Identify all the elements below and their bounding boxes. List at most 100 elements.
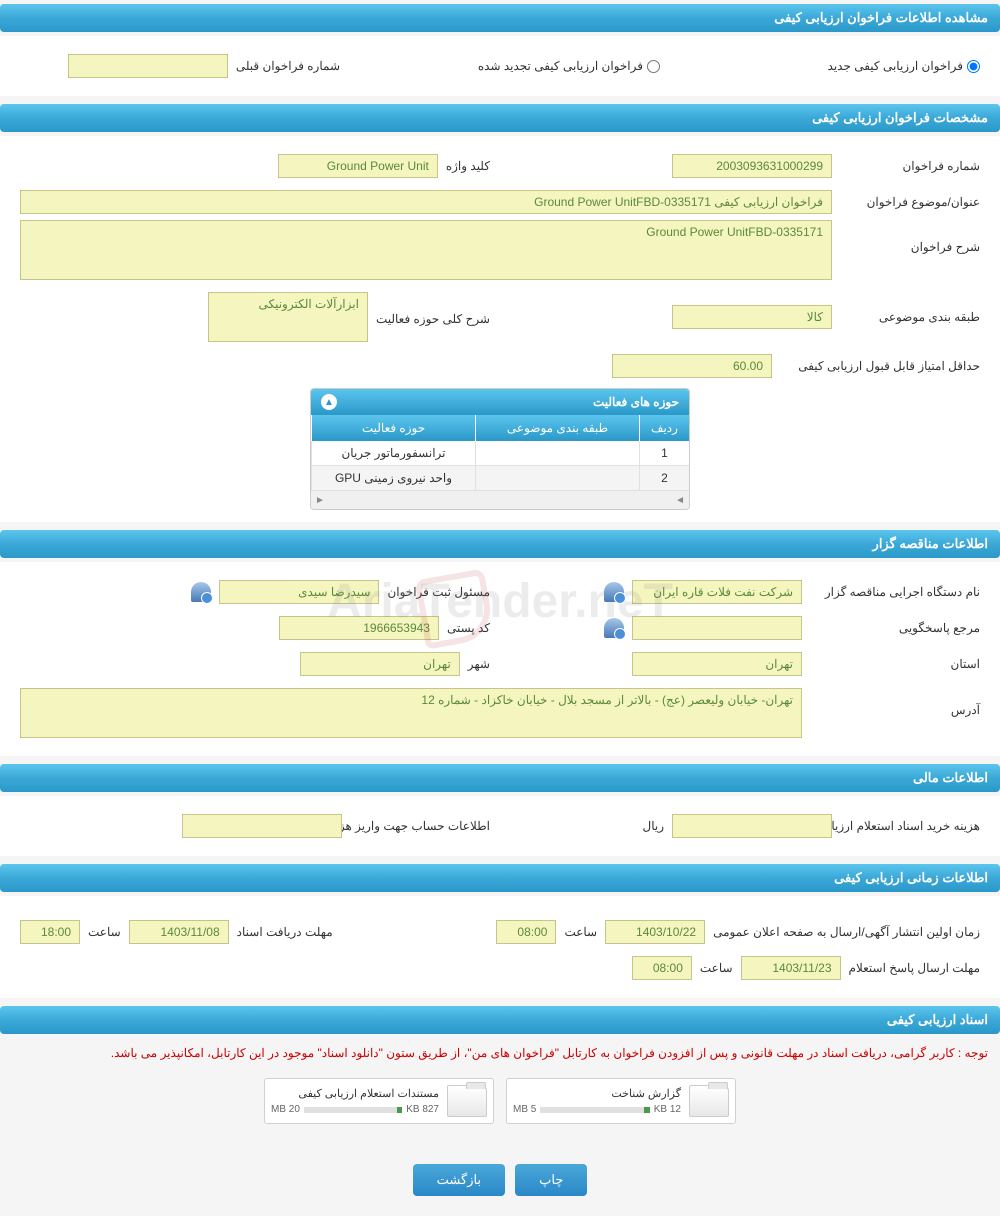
keyword-label: کلید واژه bbox=[446, 159, 490, 173]
print-button[interactable]: چاپ bbox=[515, 1164, 587, 1196]
deadline-time-label: ساعت bbox=[88, 925, 121, 939]
back-button[interactable]: بازگشت bbox=[413, 1164, 505, 1196]
province-label: استان bbox=[810, 657, 980, 671]
cost-label: هزینه خرید اسناد استعلام ارزیابی کیفی bbox=[840, 819, 980, 833]
scope-desc-label: شرح کلی حوزه فعالیت bbox=[376, 292, 490, 326]
file-progress bbox=[540, 1107, 649, 1113]
row-number: 1 bbox=[639, 441, 689, 465]
file-title: مستندات استعلام ارزیابی کیفی bbox=[271, 1087, 439, 1100]
section-body-timing: زمان اولین انتشار آگهی/ارسال به صفحه اعل… bbox=[0, 896, 1000, 998]
category-field: کالا bbox=[672, 305, 832, 329]
section-header-spec: مشخصات فراخوان ارزیابی کیفی bbox=[0, 104, 1000, 132]
activity-table-title: حوزه های فعالیت bbox=[593, 395, 679, 409]
row-category bbox=[475, 466, 639, 490]
file-total: 20 MB bbox=[271, 1104, 300, 1115]
cost-unit: ریال bbox=[642, 819, 664, 833]
registrar-field: سیدرضا سیدی bbox=[219, 580, 379, 604]
deadline-label: مهلت دریافت اسناد bbox=[237, 925, 333, 939]
publish-time-field: 08:00 bbox=[496, 920, 556, 944]
file-card[interactable]: مستندات استعلام ارزیابی کیفی 827 KB 20 MB bbox=[264, 1078, 494, 1124]
scope-desc-field: ابزارآلات الکترونیکی bbox=[208, 292, 368, 342]
prev-number-field bbox=[68, 54, 228, 78]
response-time-field: 08:00 bbox=[632, 956, 692, 980]
publish-time-label: ساعت bbox=[564, 925, 597, 939]
scroll-right-icon[interactable]: ► bbox=[315, 495, 325, 506]
response-label: مهلت ارسال پاسخ استعلام bbox=[849, 961, 980, 975]
address-label: آدرس bbox=[810, 688, 980, 717]
account-field bbox=[182, 814, 342, 838]
subject-label: عنوان/موضوع فراخوان bbox=[840, 195, 980, 209]
response-time-label: ساعت bbox=[700, 961, 733, 975]
desc-label: شرح فراخوان bbox=[840, 220, 980, 254]
row-activity: واحد نیروی زمینی GPU bbox=[311, 466, 475, 490]
deadline-time-field: 18:00 bbox=[20, 920, 80, 944]
section-body-financial: هزینه خرید اسناد استعلام ارزیابی کیفی ری… bbox=[0, 796, 1000, 856]
min-score-label: حداقل امتیاز قابل قبول ارزیابی کیفی bbox=[780, 359, 980, 373]
postal-field: 1966653943 bbox=[279, 616, 439, 640]
col-row-header: ردیف bbox=[639, 415, 689, 441]
address-field: تهران- خیابان ولیعصر (عج) - بالاتر از مس… bbox=[20, 688, 802, 738]
notice-text: توجه : کاربر گرامی، دریافت اسناد در مهلت… bbox=[0, 1038, 1000, 1068]
user-icon[interactable] bbox=[191, 582, 211, 602]
registrar-label: مسئول ثبت فراخوان bbox=[387, 585, 490, 599]
section-body-tender: AriaTender.neT نام دستگاه اجرایی مناقصه … bbox=[0, 562, 1000, 756]
row-number: 2 bbox=[639, 466, 689, 490]
response-date-field: 1403/11/23 bbox=[741, 956, 841, 980]
publish-date-field: 1403/10/22 bbox=[605, 920, 705, 944]
folder-icon bbox=[447, 1085, 487, 1117]
responsible-label: مرجع پاسخگویی bbox=[810, 621, 980, 635]
activity-scrollbar[interactable]: ◄ ► bbox=[311, 491, 689, 509]
org-field: شرکت نفت فلات قاره ایران bbox=[632, 580, 802, 604]
file-size: 827 KB bbox=[406, 1104, 439, 1115]
section-header-tender: اطلاعات مناقصه گزار bbox=[0, 530, 1000, 558]
org-label: نام دستگاه اجرایی مناقصه گزار bbox=[810, 585, 980, 599]
call-number-field: 2003093631000299 bbox=[672, 154, 832, 178]
file-cards-container: گزارش شناخت 12 KB 5 MB مستندات استعلام ارزی… bbox=[0, 1068, 1000, 1154]
radio-renewed-input[interactable] bbox=[647, 60, 660, 73]
file-card[interactable]: گزارش شناخت 12 KB 5 MB bbox=[506, 1078, 736, 1124]
city-field: تهران bbox=[300, 652, 460, 676]
row-category bbox=[475, 441, 639, 465]
user-icon[interactable] bbox=[604, 582, 624, 602]
col-activity-header: حوزه فعالیت bbox=[311, 415, 475, 441]
keyword-field: Ground Power Unit bbox=[278, 154, 438, 178]
file-size: 12 KB bbox=[654, 1104, 681, 1115]
section-body-info: فراخوان ارزیابی کیفی جدید فراخوان ارزیاب… bbox=[0, 36, 1000, 96]
user-icon[interactable] bbox=[604, 618, 624, 638]
file-title: گزارش شناخت bbox=[513, 1087, 681, 1100]
radio-new-label: فراخوان ارزیابی کیفی جدید bbox=[828, 59, 963, 73]
button-row: چاپ بازگشت bbox=[0, 1154, 1000, 1216]
deadline-date-field: 1403/11/08 bbox=[129, 920, 229, 944]
radio-renewed-label: فراخوان ارزیابی کیفی تجدید شده bbox=[478, 59, 643, 73]
section-header-financial: اطلاعات مالی bbox=[0, 764, 1000, 792]
call-number-label: شماره فراخوان bbox=[840, 159, 980, 173]
section-header-info: مشاهده اطلاعات فراخوان ارزیابی کیفی bbox=[0, 4, 1000, 32]
folder-icon bbox=[689, 1085, 729, 1117]
subject-field: فراخوان ارزیابی کیفی Ground Power UnitFB… bbox=[20, 190, 832, 214]
publish-label: زمان اولین انتشار آگهی/ارسال به صفحه اعل… bbox=[713, 925, 980, 939]
prev-number-label: شماره فراخوان قبلی bbox=[236, 59, 340, 73]
activity-table-header: حوزه های فعالیت ▲ bbox=[311, 389, 689, 415]
scroll-left-icon[interactable]: ◄ bbox=[675, 495, 685, 506]
category-label: طبقه بندی موضوعی bbox=[840, 310, 980, 324]
min-score-field: 60.00 bbox=[612, 354, 772, 378]
col-category-header: طبقه بندی موضوعی bbox=[475, 415, 639, 441]
radio-new-input[interactable] bbox=[967, 60, 980, 73]
section-header-timing: اطلاعات زمانی ارزیابی کیفی bbox=[0, 864, 1000, 892]
row-activity: ترانسفورماتور جریان bbox=[311, 441, 475, 465]
collapse-icon[interactable]: ▲ bbox=[321, 394, 337, 410]
table-row: 1 ترانسفورماتور جریان bbox=[311, 441, 689, 466]
account-label: اطلاعات حساب جهت واریز هزینه خرید اسناد bbox=[350, 819, 490, 833]
radio-renewed-call[interactable]: فراخوان ارزیابی کیفی تجدید شده bbox=[340, 59, 660, 73]
radio-new-call[interactable]: فراخوان ارزیابی کیفی جدید bbox=[660, 59, 980, 73]
file-total: 5 MB bbox=[513, 1104, 536, 1115]
responsible-field bbox=[632, 616, 802, 640]
file-progress bbox=[304, 1107, 402, 1113]
cost-field bbox=[672, 814, 832, 838]
table-row: 2 واحد نیروی زمینی GPU bbox=[311, 466, 689, 491]
desc-field: Ground Power UnitFBD-0335171 bbox=[20, 220, 832, 280]
section-body-spec: شماره فراخوان 2003093631000299 کلید واژه… bbox=[0, 136, 1000, 522]
activity-table: حوزه های فعالیت ▲ ردیف طبقه بندی موضوعی … bbox=[310, 388, 690, 510]
section-header-docs: اسناد ارزیابی کیفی bbox=[0, 1006, 1000, 1034]
activity-table-columns: ردیف طبقه بندی موضوعی حوزه فعالیت bbox=[311, 415, 689, 441]
